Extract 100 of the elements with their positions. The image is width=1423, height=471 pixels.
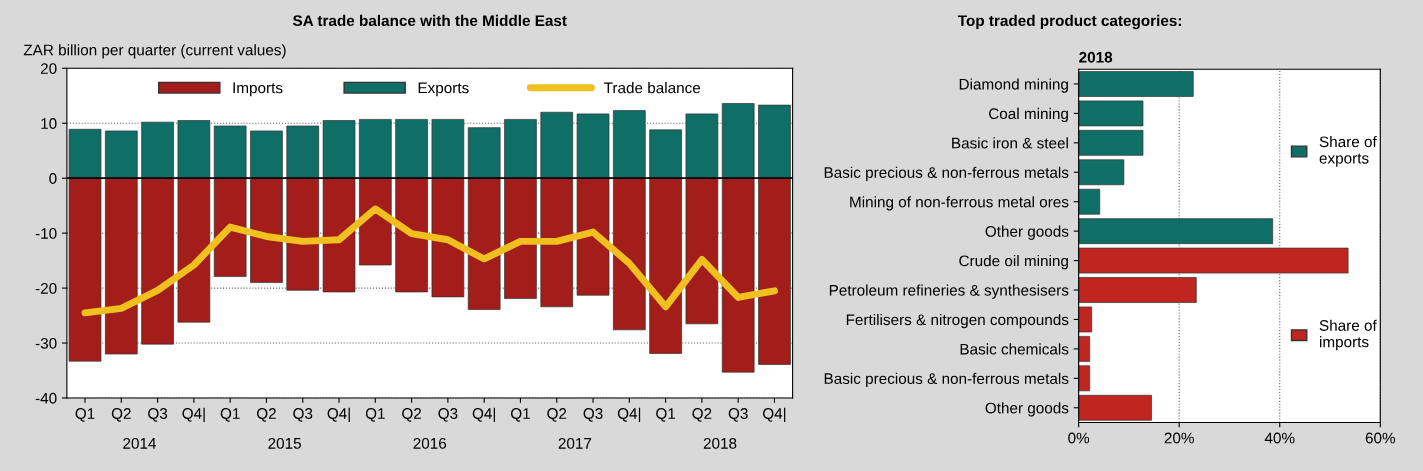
- y-tick-label: Basic chemicals: [960, 343, 1069, 355]
- bar: [322, 177, 356, 293]
- text: 2014: [123, 437, 156, 449]
- bar: [213, 125, 247, 179]
- bar: [721, 103, 755, 179]
- bar: [322, 120, 356, 179]
- text: 2017: [558, 437, 592, 449]
- bar: [504, 177, 537, 299]
- bar: [758, 177, 791, 365]
- bar: [649, 129, 682, 179]
- bar: [721, 177, 755, 373]
- bar: [395, 119, 428, 179]
- bar: [1078, 218, 1274, 244]
- y-tick-label: 0: [49, 173, 57, 184]
- bar: [141, 121, 174, 179]
- bar: [1078, 100, 1144, 127]
- x-tick-label: Q2: [692, 408, 712, 422]
- bar: [1078, 129, 1144, 156]
- y-tick-label: -20: [35, 282, 57, 294]
- x-tick-label: 0%: [1068, 432, 1090, 444]
- y-tick-label: Petroleum refineries & synthesisers: [829, 284, 1069, 299]
- x-tick-label: Q3: [728, 408, 748, 422]
- x-tick-label: 20%: [1164, 432, 1194, 444]
- bar: [141, 177, 174, 345]
- bar: [177, 177, 211, 323]
- y-tick-label: Fertilisers & nitrogen compounds: [846, 313, 1069, 329]
- bar: [613, 177, 646, 331]
- x-tick-label: Q4|: [472, 407, 495, 423]
- x-tick-label: Q1: [75, 408, 95, 422]
- y-tick-label: Basic iron & steel: [952, 137, 1068, 149]
- bar: [1078, 277, 1197, 303]
- y-tick-label: 20: [40, 63, 57, 74]
- bar: [576, 177, 610, 296]
- chart-subtitle: 2018: [1079, 51, 1113, 63]
- x-tick-label: Q1: [220, 408, 240, 422]
- x-tick-label: Q2: [402, 408, 422, 422]
- y-tick-label: Basic precious & non-ferrous metals: [824, 166, 1069, 181]
- bar: [1078, 336, 1091, 362]
- bar: [613, 110, 646, 179]
- bar: [504, 119, 537, 179]
- bar: [286, 177, 320, 291]
- text: 2015: [268, 437, 301, 449]
- y-tick-label: -30: [35, 337, 57, 349]
- x-tick-label: 40%: [1264, 432, 1295, 444]
- bar: [467, 127, 501, 179]
- chart-title: Top traded product categories:: [957, 14, 1181, 30]
- y-tick-label: Other goods: [985, 225, 1069, 240]
- bar: [649, 177, 682, 354]
- x-tick-label: Q1: [656, 408, 676, 422]
- legend-label: Exports: [418, 82, 469, 97]
- x-tick-label: Q3: [583, 408, 603, 422]
- y-tick-label: 10: [41, 118, 57, 129]
- bar: [104, 130, 138, 179]
- x-tick-label: Q3: [293, 408, 313, 422]
- legend-label: Share of imports: [1319, 319, 1377, 351]
- y-axis-title: ZAR billion per quarter (current values): [23, 44, 286, 59]
- y-tick-label: Coal mining: [989, 107, 1068, 123]
- y-tick-label: -40: [35, 392, 57, 404]
- bar: [395, 177, 428, 293]
- y-tick-label: Other goods: [985, 402, 1069, 417]
- x-tick-label: Q4|: [182, 407, 205, 423]
- y-tick-label: Crude oil mining: [959, 255, 1068, 270]
- bar: [177, 120, 211, 179]
- bar: [758, 104, 791, 179]
- x-tick-label: Q2: [256, 408, 276, 422]
- x-tick-label: Q2: [111, 408, 131, 422]
- bar: [685, 113, 719, 179]
- x-tick-label: Q3: [148, 408, 168, 422]
- y-tick-label: Diamond mining: [959, 78, 1068, 93]
- legend-label: Trade balance: [604, 82, 701, 94]
- x-tick-label: Q4|: [763, 407, 786, 423]
- x-tick-label: Q4|: [327, 407, 350, 423]
- y-tick-label: Basic precious & non-ferrous metals: [824, 372, 1069, 388]
- bar: [1078, 365, 1091, 392]
- bar: [467, 177, 501, 310]
- bar: [1078, 394, 1152, 421]
- bar: [250, 130, 283, 179]
- text: 2018: [703, 437, 737, 449]
- x-tick-label: Q1: [365, 408, 385, 422]
- x-tick-label: Q2: [547, 408, 567, 422]
- bar: [68, 128, 102, 179]
- x-tick-label: Q3: [438, 408, 458, 422]
- x-tick-label: Q4|: [617, 407, 641, 423]
- bar: [213, 177, 247, 277]
- y-tick-label: -10: [35, 228, 57, 239]
- bar: [431, 177, 465, 298]
- bar: [685, 177, 719, 325]
- bar: [540, 111, 574, 179]
- bar: [540, 177, 574, 308]
- bar: [68, 177, 102, 362]
- text: 2016: [413, 437, 447, 449]
- chart-title: SA trade balance with the Middle East: [292, 14, 567, 27]
- bar: [1078, 306, 1093, 333]
- bar: [576, 113, 610, 179]
- bar: [359, 119, 392, 179]
- x-tick-label: 60%: [1365, 432, 1396, 444]
- bar: [1078, 71, 1194, 97]
- bar: [431, 119, 465, 179]
- legend-label: Imports: [233, 82, 283, 97]
- bar: [286, 125, 320, 179]
